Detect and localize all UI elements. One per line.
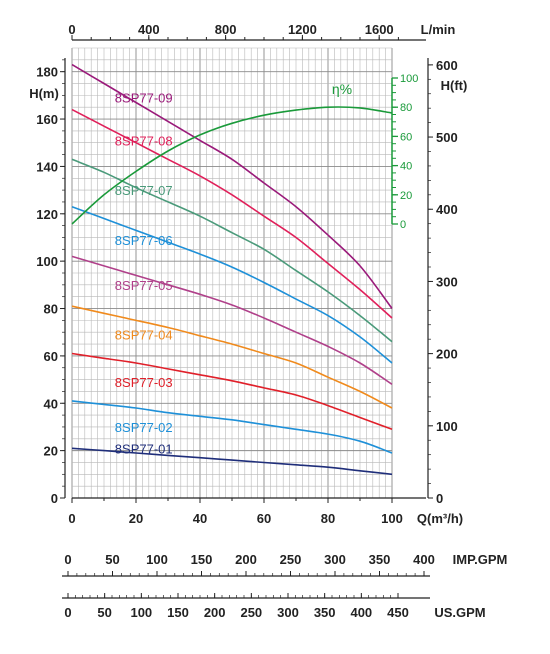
y-right-tick-label: 600: [436, 58, 458, 73]
series-label-8sp77-07: 8SP77-07: [115, 183, 173, 198]
imp-gpm-tick-label: 50: [105, 552, 119, 567]
series-label-8sp77-05: 8SP77-05: [115, 278, 173, 293]
efficiency-tick-label: 60: [400, 131, 412, 143]
x-top-tick-label: 800: [215, 22, 237, 37]
us-gpm-tick-label: 200: [204, 605, 226, 620]
y-left-tick-label: 20: [44, 444, 58, 459]
series-line-8sp77-01: [71, 447, 393, 476]
flow-scales-layer: 0 50 100 150 200 250 300 350 400 IMP.GPM 0 50 100 150…: [62, 552, 507, 620]
chart-axes-layer: 0 20 40 60 80 100 Q(m³/h)0 400 800 1200 1600 L/min0…: [29, 22, 467, 526]
y-left-tick-label: 160: [36, 112, 58, 127]
y-left-tick-label: 100: [36, 254, 58, 269]
y-left-tick-label: 140: [36, 159, 58, 174]
us-gpm-tick-label: 0: [64, 605, 71, 620]
series-line-8sp77-04: [71, 305, 393, 409]
efficiency-axis-label: η%: [332, 81, 352, 97]
series-label-8sp77-06: 8SP77-06: [115, 233, 173, 248]
x-top-tick-label: 400: [138, 22, 160, 37]
imp-gpm-tick-label: 350: [369, 552, 391, 567]
x-bottom-tick-label: 80: [321, 511, 335, 526]
us-gpm-tick-label: 300: [277, 605, 299, 620]
series-label-8sp77-02: 8SP77-02: [115, 420, 173, 435]
x-top-tick-label: 1200: [288, 22, 317, 37]
x-bottom-axis-label: Q(m³/h): [417, 511, 463, 526]
series-label-8sp77-08: 8SP77-08: [115, 133, 173, 148]
series-label-8sp77-03: 8SP77-03: [115, 375, 173, 390]
x-bottom-tick-label: 20: [129, 511, 143, 526]
x-top-tick-label: 1600: [365, 22, 394, 37]
us-gpm-tick-label: 150: [167, 605, 189, 620]
chart-grid: [71, 47, 393, 499]
imp-gpm-tick-label: 400: [413, 552, 435, 567]
chart-labels-layer: 8SP77-01 8SP77-02 8SP77-03 8SP77-04 8SP77-05…: [115, 91, 173, 457]
us-gpm-tick-label: 250: [240, 605, 262, 620]
series-line-8sp77-09: [71, 63, 393, 309]
y-right-tick-label: 100: [436, 419, 458, 434]
series-line-8sp77-03: [71, 352, 393, 431]
y-right-tick-label: 400: [436, 202, 458, 217]
us-gpm-tick-label: 100: [130, 605, 152, 620]
y-right-tick-label: 300: [436, 274, 458, 289]
imp-gpm-tick-label: 100: [146, 552, 168, 567]
x-bottom-tick-label: 40: [193, 511, 207, 526]
y-right-axis-label: H(ft): [441, 78, 468, 93]
y-right-tick-label: 0: [436, 491, 443, 506]
x-top-tick-label: 0: [68, 22, 75, 37]
series-line--: [71, 106, 393, 225]
chart-series-layer: [71, 63, 393, 476]
y-left-tick-label: 40: [44, 396, 58, 411]
imp-gpm-label: IMP.GPM: [453, 552, 508, 567]
efficiency-tick-label: 0: [400, 219, 406, 231]
imp-gpm-tick-label: 250: [280, 552, 302, 567]
x-bottom-tick-label: 60: [257, 511, 271, 526]
y-right-tick-label: 200: [436, 347, 458, 362]
series-label-8sp77-09: 8SP77-09: [115, 91, 173, 106]
efficiency-tick-label: 40: [400, 161, 412, 173]
series-line-8sp77-08: [71, 108, 393, 319]
y-left-tick-label: 180: [36, 65, 58, 80]
imp-gpm-tick-label: 200: [235, 552, 257, 567]
imp-gpm-tick-label: 150: [191, 552, 213, 567]
y-left-tick-label: 120: [36, 207, 58, 222]
us-gpm-tick-label: 350: [314, 605, 336, 620]
x-bottom-tick-label: 0: [68, 511, 75, 526]
x-top-axis-label: L/min: [421, 22, 456, 37]
us-gpm-tick-label: 400: [350, 605, 372, 620]
y-left-axis-label: H(m): [29, 86, 59, 101]
y-left-tick-label: 60: [44, 349, 58, 364]
efficiency-tick-label: 20: [400, 190, 412, 202]
series-line-8sp77-07: [71, 158, 393, 343]
series-line-8sp77-05: [71, 255, 393, 385]
us-gpm-tick-label: 50: [97, 605, 111, 620]
efficiency-tick-label: 100: [400, 73, 418, 85]
series-label-8sp77-01: 8SP77-01: [115, 441, 173, 456]
x-bottom-tick-label: 100: [381, 511, 403, 526]
y-left-tick-label: 0: [51, 491, 58, 506]
us-gpm-tick-label: 450: [387, 605, 409, 620]
series-label-8sp77-04: 8SP77-04: [115, 328, 173, 343]
series-line-8sp77-06: [71, 205, 393, 364]
y-left-tick-label: 80: [44, 302, 58, 317]
efficiency-tick-label: 80: [400, 102, 412, 114]
y-right-tick-label: 500: [436, 130, 458, 145]
us-gpm-label: US.GPM: [434, 605, 485, 620]
series-line-8sp77-02: [71, 400, 393, 454]
imp-gpm-tick-label: 0: [64, 552, 71, 567]
imp-gpm-tick-label: 300: [324, 552, 346, 567]
